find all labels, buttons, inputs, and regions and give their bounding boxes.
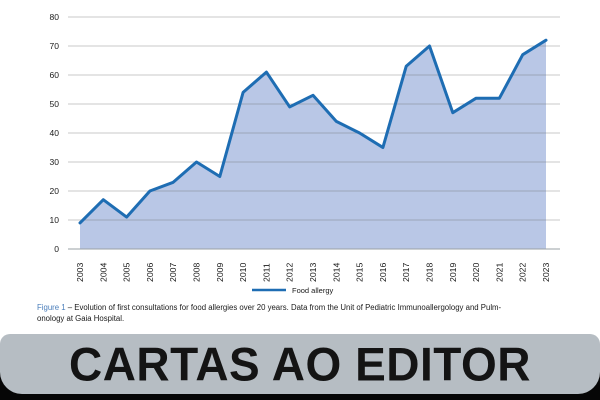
x-tick-label: 2012 — [285, 263, 295, 282]
x-tick-label: 2013 — [308, 263, 318, 282]
y-tick-label: 80 — [50, 12, 60, 22]
x-tick-label: 2008 — [192, 263, 202, 282]
x-tick-label: 2003 — [75, 263, 85, 282]
x-tick-label: 2018 — [425, 263, 435, 282]
x-tick-label: 2007 — [168, 263, 178, 282]
x-tick-label: 2019 — [448, 263, 458, 282]
y-tick-label: 20 — [50, 186, 60, 196]
x-tick-label: 2020 — [471, 263, 481, 282]
figure-caption-line2: onology at Gaia Hospital. — [37, 313, 125, 323]
y-tick-label: 40 — [50, 128, 60, 138]
x-tick-label: 2017 — [401, 263, 411, 282]
x-tick-label: 2009 — [215, 263, 225, 282]
y-tick-label: 30 — [50, 157, 60, 167]
legend-label: Food allergy — [292, 286, 334, 295]
x-tick-label: 2004 — [98, 263, 108, 282]
y-tick-label: 0 — [54, 244, 59, 254]
series-area — [80, 40, 546, 250]
x-tick-label: 2023 — [541, 263, 551, 282]
figure-caption: Figure 1 – Evolution of first consultati… — [37, 303, 567, 324]
y-tick-label: 50 — [50, 99, 60, 109]
figure-caption-text: – Evolution of first consultations for f… — [65, 303, 502, 312]
x-tick-label: 2011 — [261, 263, 271, 282]
x-tick-label: 2022 — [518, 263, 528, 282]
y-tick-label: 10 — [50, 215, 60, 225]
x-tick-label: 2010 — [238, 263, 248, 282]
figure-number-label: Figure 1 — [37, 303, 66, 312]
food-allergy-chart: 0 10 20 30 40 50 60 70 80 2003 2004 2005 2006 2007 200… — [50, 12, 560, 295]
x-tick-label: 2016 — [378, 263, 388, 282]
x-tick-label: 2014 — [331, 263, 341, 282]
section-title: CARTAS AO EDITOR — [68, 337, 532, 391]
banner-plate: CARTAS AO EDITOR — [0, 334, 600, 394]
area-chart-canvas: 0 10 20 30 40 50 60 70 80 2003 2004 2005 2006 2007 200… — [50, 12, 560, 295]
y-tick-label: 60 — [50, 70, 60, 80]
series-line — [78, 38, 548, 225]
x-tick-label: 2021 — [494, 263, 504, 282]
x-tick-label: 2005 — [122, 263, 132, 282]
figure-caption-line1: Figure 1 – Evolution of first consultati… — [37, 303, 501, 312]
x-tick-label: 2015 — [355, 263, 365, 282]
section-banner: CARTAS AO EDITOR — [0, 334, 600, 400]
x-tick-label: 2006 — [145, 263, 155, 282]
y-tick-label: 70 — [50, 41, 60, 51]
